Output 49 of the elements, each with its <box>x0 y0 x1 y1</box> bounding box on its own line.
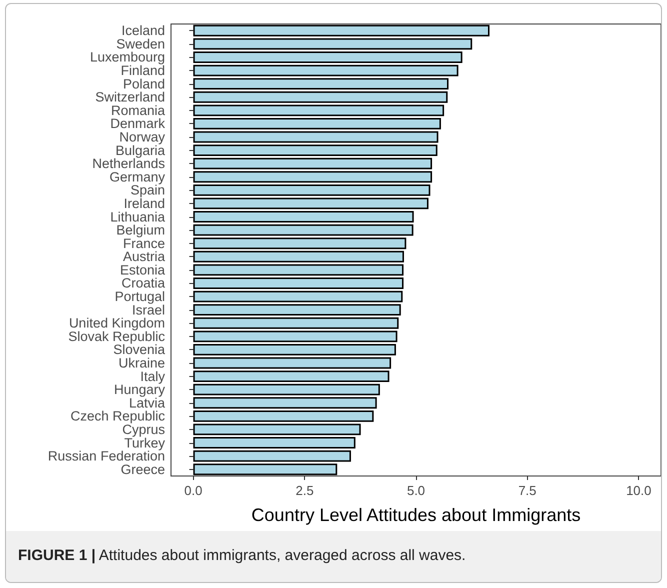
bar <box>193 198 428 210</box>
y-tick-label: Romania <box>110 102 166 118</box>
bar <box>193 357 392 369</box>
y-tick-label: Finland <box>120 63 165 78</box>
bar <box>193 52 462 63</box>
y-tick-label: Slovenia <box>113 342 166 358</box>
bar <box>193 410 374 422</box>
y-tick-label: Luxembourg <box>90 50 165 65</box>
x-tick-label: 5.0 <box>406 483 426 498</box>
caption: FIGURE 1 | Attitudes about immigrants, averaged across all waves. <box>18 547 467 564</box>
bar <box>193 211 414 222</box>
bar <box>193 118 441 130</box>
y-tick-label: United Kingdom <box>68 316 165 331</box>
bar <box>193 424 361 436</box>
bar <box>193 437 356 448</box>
bar <box>193 290 403 302</box>
bar <box>193 131 438 143</box>
x-tick-label: 10.0 <box>626 483 652 498</box>
y-tick-label: Cyprus <box>122 422 166 437</box>
y-tick-label: Croatia <box>121 276 166 291</box>
y-tick-label: Ireland <box>124 196 165 211</box>
bar <box>193 370 390 382</box>
y-tick-label: Germany <box>109 169 166 184</box>
y-tick-label: Sweden <box>116 36 165 52</box>
y-tick-label: Poland <box>122 76 165 92</box>
x-tick-label: 7.5 <box>518 483 536 498</box>
y-tick-label: Lithuania <box>110 209 166 224</box>
y-tick-label: Norway <box>119 130 166 144</box>
bar <box>193 184 430 196</box>
y-tick-label: Estonia <box>120 262 166 278</box>
y-tick-label: Greece <box>120 462 165 477</box>
y-tick-label: Italy <box>140 368 166 384</box>
y-tick-label: Switzerland <box>95 90 165 105</box>
y-tick-label: Austria <box>122 249 166 264</box>
bar <box>193 344 396 356</box>
x-tick-label: 2.5 <box>296 483 314 498</box>
bar <box>193 144 438 156</box>
y-tick-label: Portugal <box>114 289 165 304</box>
bar <box>193 304 401 316</box>
bar <box>193 278 404 289</box>
x-tick-label: 0.0 <box>184 483 202 498</box>
y-tick-label: Ukraine <box>118 356 165 370</box>
x-axis-title: Country Level Attitudes about Immigrants <box>251 505 581 525</box>
bar <box>193 64 458 76</box>
y-tick-label: Iceland <box>121 23 165 38</box>
y-tick-label: Belgium <box>116 222 165 238</box>
bar <box>193 78 449 90</box>
y-tick-label: Denmark <box>110 116 166 132</box>
y-tick-label: Czech Republic <box>70 408 166 424</box>
